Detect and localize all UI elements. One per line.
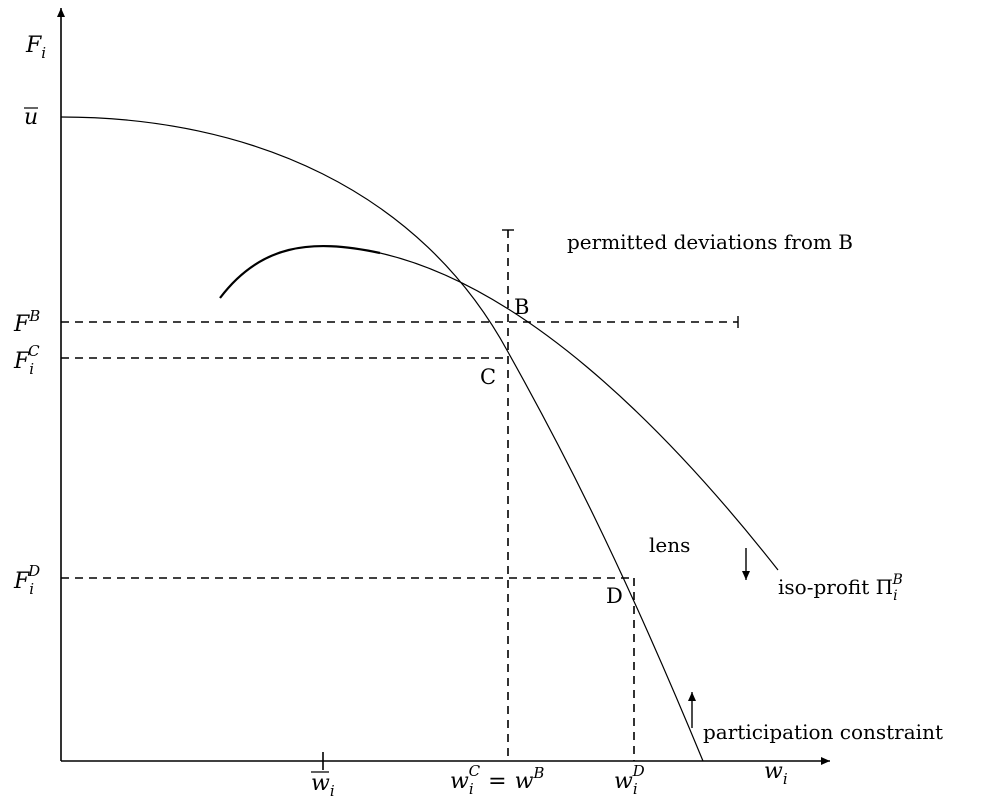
participation-constraint-label: participation constraint xyxy=(703,720,943,744)
w-C-equals-w-B-label: wiC = wB xyxy=(450,762,544,798)
participation-constraint-curve xyxy=(60,116,704,762)
w-D-label: wiD xyxy=(614,762,645,798)
u-bar-text: u xyxy=(24,105,38,130)
F-C-label: FiC xyxy=(13,342,40,378)
F-B-label: FB xyxy=(13,307,40,337)
y-axis-label: Fi xyxy=(25,33,46,62)
point-C-label: C xyxy=(480,365,496,389)
permitted-deviations-label: permitted deviations from B xyxy=(567,230,853,254)
point-D-label: D xyxy=(606,584,623,608)
x-axis-label: wi xyxy=(764,759,788,788)
w-bar-label: wi xyxy=(311,771,335,800)
u-bar-label: u xyxy=(24,105,38,130)
F-D-label: FiD xyxy=(13,562,40,598)
isoprofit-curve xyxy=(379,252,779,571)
lens-label: lens xyxy=(649,533,690,557)
isoprofit-curve-thick xyxy=(219,244,381,299)
point-B-label: B xyxy=(514,295,529,319)
isoprofit-label: iso-profit ΠiB xyxy=(778,572,903,604)
w-bar-text: wi xyxy=(311,771,335,800)
